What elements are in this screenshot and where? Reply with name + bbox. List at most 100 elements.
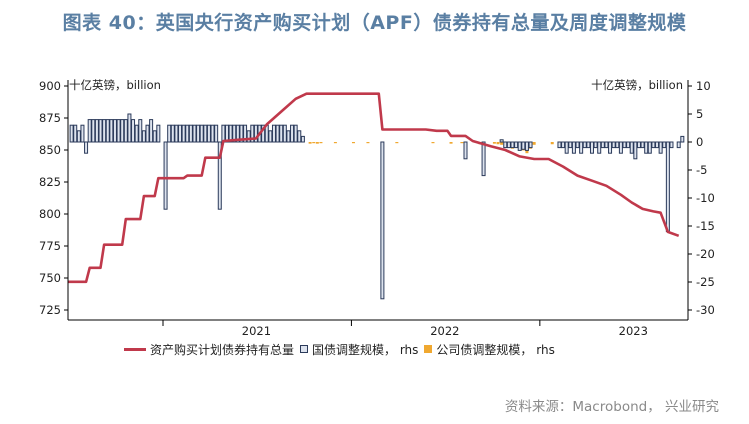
gilt-bar [246,130,251,143]
gilt-bar [604,141,609,149]
gilt-bar [185,124,190,143]
right-axis-tick-label: -20 [696,247,715,261]
gilt-bar [561,141,566,149]
gilt-bar [141,130,146,143]
source-note: 资料来源：Macrobond， 兴业研究 [504,399,719,415]
gilt-bar [463,141,468,160]
left-axis-tick-label: 875 [39,111,61,125]
legend-item-holdings: 资产购买计划债券持有总量 [124,341,294,358]
gilt-bar [629,141,634,154]
gilt-bar [102,119,107,143]
gilt-bar [170,124,175,143]
left-axis-tick-label: 900 [39,79,61,93]
legend-swatch-gilt [300,345,309,353]
gilt-bar [131,119,136,143]
legend-swatch-corp [424,345,433,353]
gilt-bar [199,124,204,143]
gilt-bar [669,141,674,149]
gilt-bar [636,141,641,149]
gilt-bar [87,119,92,143]
gilt-bar [152,130,157,143]
gilt-bar [521,141,526,150]
corp-bar [500,142,504,145]
corp-bar [460,142,464,144]
x-axis-year-label: 2021 [242,324,271,338]
left-axis-tick-label: 825 [39,175,61,189]
legend-item-corp: 公司债调整规模， rhs [424,341,555,358]
left-axis-tick-label: 750 [39,271,61,285]
gilt-bar [608,141,613,154]
gilt-bar [568,141,573,149]
gilt-bar [196,124,201,143]
holdings-line-group [68,92,680,284]
gilt-bar [163,141,168,210]
gilt-bar [575,141,580,149]
gilt-bar [243,124,248,143]
gilt-bar [593,141,598,149]
gilt-bar [235,124,240,143]
gilt-bar [524,141,529,151]
right-axis-tick-label: -15 [696,219,715,233]
gilt-bar [268,130,273,143]
gilt-bar [499,139,504,143]
gilt-bar [651,141,656,149]
gilt-bar [84,141,89,154]
right-axis-tick-label: -30 [696,303,715,317]
gilt-bar [293,124,298,143]
chart-legend: 资产购买计划债券持有总量 国债调整规模， rhs 公司债调整规模， rhs [124,340,561,358]
gilt-bar [178,124,183,143]
x-axis-year-label: 2022 [430,324,459,338]
gilt-bar [73,124,78,143]
gilt-bar [94,119,99,143]
gilt-bar [514,141,519,149]
gilt-bars [69,113,685,300]
gilt-bar [210,124,215,143]
corp-bar [319,142,323,144]
gilt-bar [665,141,670,233]
left-axis-tick-label: 775 [39,239,61,253]
gilt-bar [503,141,508,149]
corp-bar [492,142,496,144]
legend-item-gilt: 国债调整规模， rhs [300,341,418,358]
corp-bar [431,142,435,144]
x-axis-year-label: 2023 [619,324,648,338]
corp-bar [395,142,399,144]
gilt-bar [589,141,594,154]
gilt-bar [557,141,562,149]
gilt-bar [228,124,233,143]
legend-label-corp: 公司债调整规模， rhs [436,342,555,357]
gilt-bar [145,124,150,143]
gilt-bar [127,113,132,143]
gilt-bar [582,141,587,149]
legend-label-gilt: 国债调整规模， rhs [312,342,419,357]
gilt-bar [232,124,237,143]
gilt-bar [112,119,117,143]
corp-bar [315,142,319,144]
gilt-bar [69,124,74,143]
gilt-bar [221,124,226,143]
gilt-bar [506,141,511,149]
gilt-bar [217,141,222,210]
corp-bar [333,142,337,144]
legend-label-holdings: 资产购买计划债券持有总量 [150,342,295,357]
gilt-bar [662,141,667,149]
gilt-bar [120,119,125,143]
corp-bar [312,142,316,144]
gilt-bar [655,141,660,149]
gilt-bar [279,124,284,143]
gilt-bar [203,124,208,143]
left-axis-tick-label: 725 [39,303,61,317]
gilt-bar [214,124,219,143]
right-axis-tick-label: 5 [696,107,703,121]
corp-bar [532,142,536,145]
gilt-bar [597,141,602,154]
gilt-bar [286,130,291,143]
gilt-bar [138,119,143,143]
right-axis-tick-label: -10 [696,191,715,205]
legend-swatch-holdings [124,347,146,351]
gilt-bar [300,135,305,143]
gilt-bar [109,119,114,143]
gilt-bar [380,141,385,300]
gilt-bar [271,124,276,143]
